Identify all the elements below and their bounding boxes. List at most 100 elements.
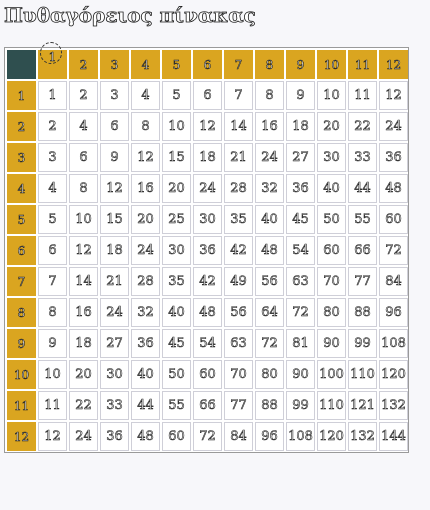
table-cell[interactable]: 12: [69, 236, 98, 265]
table-cell[interactable]: 64: [255, 298, 284, 327]
table-cell[interactable]: 11: [348, 81, 377, 110]
table-cell[interactable]: 10: [162, 112, 191, 141]
table-cell[interactable]: 8: [255, 81, 284, 110]
table-cell[interactable]: 72: [255, 329, 284, 358]
table-cell[interactable]: 2: [38, 112, 67, 141]
row-header-2[interactable]: 2: [7, 112, 36, 141]
table-cell[interactable]: 40: [317, 174, 346, 203]
table-cell[interactable]: 36: [131, 329, 160, 358]
table-cell[interactable]: 11: [38, 391, 67, 420]
table-cell[interactable]: 20: [162, 174, 191, 203]
table-cell[interactable]: 4: [69, 112, 98, 141]
table-cell[interactable]: 30: [317, 143, 346, 172]
table-cell[interactable]: 33: [348, 143, 377, 172]
table-cell[interactable]: 54: [193, 329, 222, 358]
table-cell[interactable]: 84: [224, 422, 253, 451]
table-cell[interactable]: 66: [193, 391, 222, 420]
table-cell[interactable]: 48: [193, 298, 222, 327]
table-cell[interactable]: 55: [162, 391, 191, 420]
table-cell[interactable]: 132: [348, 422, 377, 451]
table-cell[interactable]: 44: [131, 391, 160, 420]
table-cell[interactable]: 18: [193, 143, 222, 172]
table-cell[interactable]: 9: [38, 329, 67, 358]
table-cell[interactable]: 56: [255, 267, 284, 296]
table-cell[interactable]: 24: [69, 422, 98, 451]
table-cell[interactable]: 60: [162, 422, 191, 451]
table-cell[interactable]: 12: [38, 422, 67, 451]
table-cell[interactable]: 80: [317, 298, 346, 327]
table-cell[interactable]: 42: [193, 267, 222, 296]
row-header-12[interactable]: 12: [7, 422, 36, 451]
table-cell[interactable]: 28: [224, 174, 253, 203]
table-cell[interactable]: 77: [224, 391, 253, 420]
table-cell[interactable]: 16: [69, 298, 98, 327]
table-cell[interactable]: 30: [100, 360, 129, 389]
row-header-11[interactable]: 11: [7, 391, 36, 420]
table-cell[interactable]: 96: [255, 422, 284, 451]
table-cell[interactable]: 15: [100, 205, 129, 234]
table-cell[interactable]: 28: [131, 267, 160, 296]
table-cell[interactable]: 42: [224, 236, 253, 265]
table-cell[interactable]: 49: [224, 267, 253, 296]
table-cell[interactable]: 48: [379, 174, 408, 203]
table-cell[interactable]: 6: [100, 112, 129, 141]
table-cell[interactable]: 8: [131, 112, 160, 141]
table-cell[interactable]: 12: [379, 81, 408, 110]
table-cell[interactable]: 20: [69, 360, 98, 389]
table-cell[interactable]: 35: [162, 267, 191, 296]
column-header-2[interactable]: 2: [69, 50, 98, 79]
table-cell[interactable]: 27: [100, 329, 129, 358]
table-cell[interactable]: 36: [379, 143, 408, 172]
row-header-9[interactable]: 9: [7, 329, 36, 358]
column-header-6[interactable]: 6: [193, 50, 222, 79]
table-cell[interactable]: 6: [69, 143, 98, 172]
table-cell[interactable]: 96: [379, 298, 408, 327]
table-cell[interactable]: 24: [379, 112, 408, 141]
table-cell[interactable]: 21: [100, 267, 129, 296]
table-cell[interactable]: 22: [69, 391, 98, 420]
table-cell[interactable]: 88: [348, 298, 377, 327]
column-header-12[interactable]: 12: [379, 50, 408, 79]
table-cell[interactable]: 81: [286, 329, 315, 358]
row-header-5[interactable]: 5: [7, 205, 36, 234]
table-cell[interactable]: 132: [379, 391, 408, 420]
table-cell[interactable]: 18: [286, 112, 315, 141]
table-cell[interactable]: 18: [100, 236, 129, 265]
row-header-10[interactable]: 10: [7, 360, 36, 389]
table-cell[interactable]: 84: [379, 267, 408, 296]
table-cell[interactable]: 12: [193, 112, 222, 141]
table-cell[interactable]: 3: [100, 81, 129, 110]
table-cell[interactable]: 45: [286, 205, 315, 234]
table-cell[interactable]: 36: [100, 422, 129, 451]
table-cell[interactable]: 21: [224, 143, 253, 172]
table-cell[interactable]: 20: [131, 205, 160, 234]
table-cell[interactable]: 36: [193, 236, 222, 265]
table-cell[interactable]: 7: [38, 267, 67, 296]
table-cell[interactable]: 32: [131, 298, 160, 327]
table-cell[interactable]: 56: [224, 298, 253, 327]
table-cell[interactable]: 72: [193, 422, 222, 451]
table-cell[interactable]: 14: [224, 112, 253, 141]
table-cell[interactable]: 99: [286, 391, 315, 420]
table-cell[interactable]: 63: [286, 267, 315, 296]
table-cell[interactable]: 144: [379, 422, 408, 451]
table-cell[interactable]: 16: [131, 174, 160, 203]
column-header-4[interactable]: 4: [131, 50, 160, 79]
table-cell[interactable]: 27: [286, 143, 315, 172]
column-header-1[interactable]: 1: [38, 42, 67, 79]
table-cell[interactable]: 32: [255, 174, 284, 203]
table-cell[interactable]: 48: [131, 422, 160, 451]
table-cell[interactable]: 10: [38, 360, 67, 389]
table-cell[interactable]: 8: [69, 174, 98, 203]
row-header-1[interactable]: 1: [7, 81, 36, 110]
column-header-10[interactable]: 10: [317, 50, 346, 79]
table-cell[interactable]: 80: [255, 360, 284, 389]
table-cell[interactable]: 100: [317, 360, 346, 389]
table-cell[interactable]: 4: [131, 81, 160, 110]
table-cell[interactable]: 24: [193, 174, 222, 203]
table-cell[interactable]: 33: [100, 391, 129, 420]
row-header-8[interactable]: 8: [7, 298, 36, 327]
table-cell[interactable]: 18: [69, 329, 98, 358]
table-cell[interactable]: 6: [38, 236, 67, 265]
table-cell[interactable]: 30: [162, 236, 191, 265]
